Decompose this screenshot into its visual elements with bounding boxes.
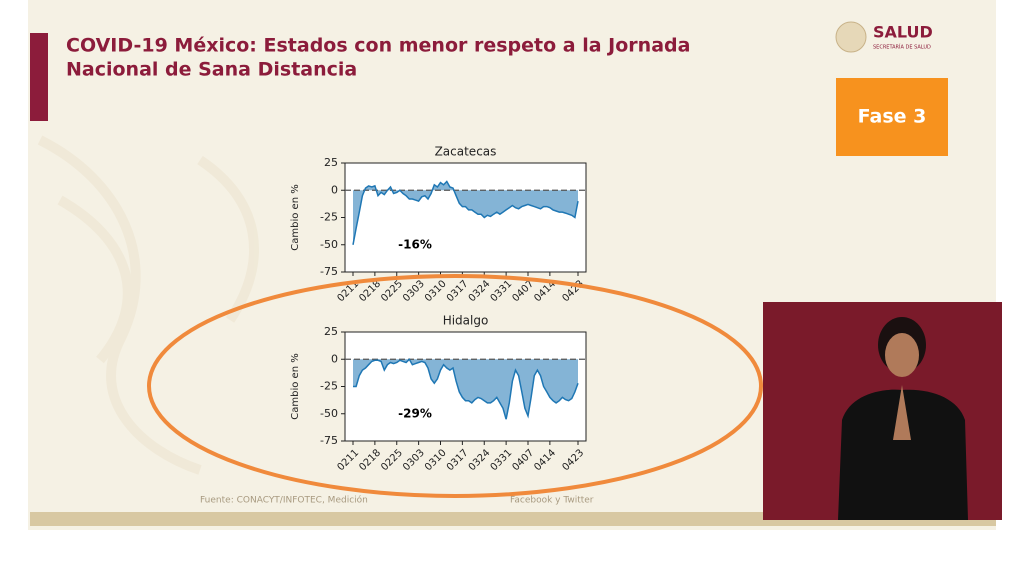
y-tick-label: -75 (320, 265, 338, 278)
y-tick-label: 25 (324, 325, 338, 338)
title-accent-bar (30, 33, 48, 121)
source-text: Fuente: CONACYT/INFOTEC, Medición (200, 495, 368, 506)
phase-label: Fase 3 (858, 106, 927, 128)
y-axis-label: Cambio en % (290, 353, 301, 419)
y-tick-label: -50 (320, 407, 338, 420)
interpreter-hands (893, 385, 911, 440)
area-fill (353, 359, 578, 420)
area-fill (353, 181, 578, 245)
logo-emblem (835, 21, 867, 53)
chart-title: Hidalgo (443, 314, 489, 328)
highlight-ellipse (147, 274, 763, 498)
slide-title: Nacional de Sana Distancia (66, 59, 357, 81)
footer-band (30, 512, 996, 526)
y-tick-label: 25 (324, 156, 338, 169)
source-text: Facebook y Twitter (510, 496, 594, 506)
line (353, 358, 579, 420)
y-tick-label: -50 (320, 238, 338, 251)
annotation: -29% (398, 406, 432, 420)
chart-title: Zacatecas (435, 145, 497, 159)
logo-text: SALUD (873, 23, 933, 42)
y-tick-label: 0 (331, 352, 338, 365)
interpreter-body (838, 389, 968, 520)
y-tick-label: -25 (320, 211, 338, 224)
y-tick-label: 0 (331, 183, 338, 196)
background-pattern (37, 135, 259, 475)
line (352, 180, 579, 245)
y-tick-label: -25 (320, 380, 338, 393)
y-tick-label: -75 (320, 434, 338, 447)
slide-title: COVID-19 México: Estados con menor respe… (66, 35, 690, 57)
annotation: -16% (398, 237, 432, 251)
logo-subtext: SECRETARÍA DE SALUD (873, 44, 931, 51)
phase-badge (836, 78, 948, 156)
plot-area (344, 162, 587, 273)
interpreter-video (763, 302, 1002, 520)
y-axis-label: Cambio en % (290, 184, 301, 250)
interpreter-face (885, 333, 919, 377)
